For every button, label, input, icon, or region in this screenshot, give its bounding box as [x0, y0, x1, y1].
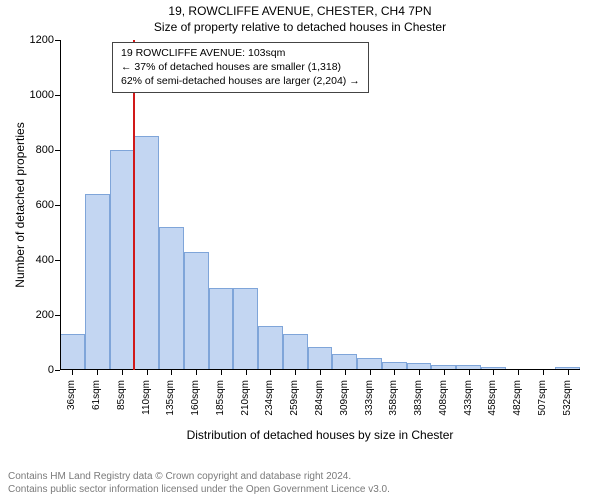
x-tick: [97, 370, 98, 375]
x-tick: [147, 370, 148, 375]
page-title: 19, ROWCLIFFE AVENUE, CHESTER, CH4 7PN: [0, 4, 600, 18]
y-tick: [55, 40, 60, 41]
y-tick-label: 1000: [14, 89, 54, 101]
y-tick: [55, 150, 60, 151]
x-tick: [518, 370, 519, 375]
x-tick: [122, 370, 123, 375]
histogram-bar: [134, 136, 159, 370]
y-tick-label: 1200: [14, 34, 54, 46]
x-tick: [370, 370, 371, 375]
x-tick: [493, 370, 494, 375]
x-tick: [320, 370, 321, 375]
x-tick: [171, 370, 172, 375]
x-tick: [469, 370, 470, 375]
page-subtitle: Size of property relative to detached ho…: [0, 20, 600, 34]
x-tick: [419, 370, 420, 375]
info-box-line: 62% of semi-detached houses are larger (…: [121, 74, 360, 88]
y-tick: [55, 95, 60, 96]
x-tick: [246, 370, 247, 375]
histogram-bar: [60, 334, 85, 370]
info-box-line: 19 ROWCLIFFE AVENUE: 103sqm: [121, 46, 360, 60]
x-axis-title: Distribution of detached houses by size …: [60, 428, 580, 442]
y-tick: [55, 260, 60, 261]
footer-line: Contains HM Land Registry data © Crown c…: [8, 470, 390, 483]
attribution-footer: Contains HM Land Registry data © Crown c…: [8, 470, 390, 496]
histogram-bar: [184, 252, 209, 370]
x-tick: [221, 370, 222, 375]
y-tick-label: 200: [14, 309, 54, 321]
x-tick: [444, 370, 445, 375]
histogram-bar: [258, 326, 283, 370]
y-tick: [55, 205, 60, 206]
x-tick: [270, 370, 271, 375]
histogram-bar: [283, 334, 308, 370]
y-tick: [55, 370, 60, 371]
y-tick-label: 0: [14, 364, 54, 376]
histogram-bar: [233, 288, 258, 371]
histogram-bar: [159, 227, 184, 370]
x-tick: [345, 370, 346, 375]
x-tick: [568, 370, 569, 375]
histogram-bar: [110, 150, 135, 370]
x-tick: [543, 370, 544, 375]
histogram-bar: [308, 347, 333, 370]
histogram-bar: [209, 288, 234, 371]
y-tick: [55, 315, 60, 316]
y-axis-title: Number of detached properties: [13, 122, 27, 287]
histogram-bar: [85, 194, 110, 370]
y-axis-line: [60, 40, 61, 370]
property-info-box: 19 ROWCLIFFE AVENUE: 103sqm← 37% of deta…: [112, 42, 369, 93]
x-tick: [196, 370, 197, 375]
x-tick: [295, 370, 296, 375]
footer-line: Contains public sector information licen…: [8, 483, 390, 496]
histogram-bar: [332, 354, 357, 371]
x-tick: [72, 370, 73, 375]
x-tick: [394, 370, 395, 375]
info-box-line: ← 37% of detached houses are smaller (1,…: [121, 60, 360, 74]
